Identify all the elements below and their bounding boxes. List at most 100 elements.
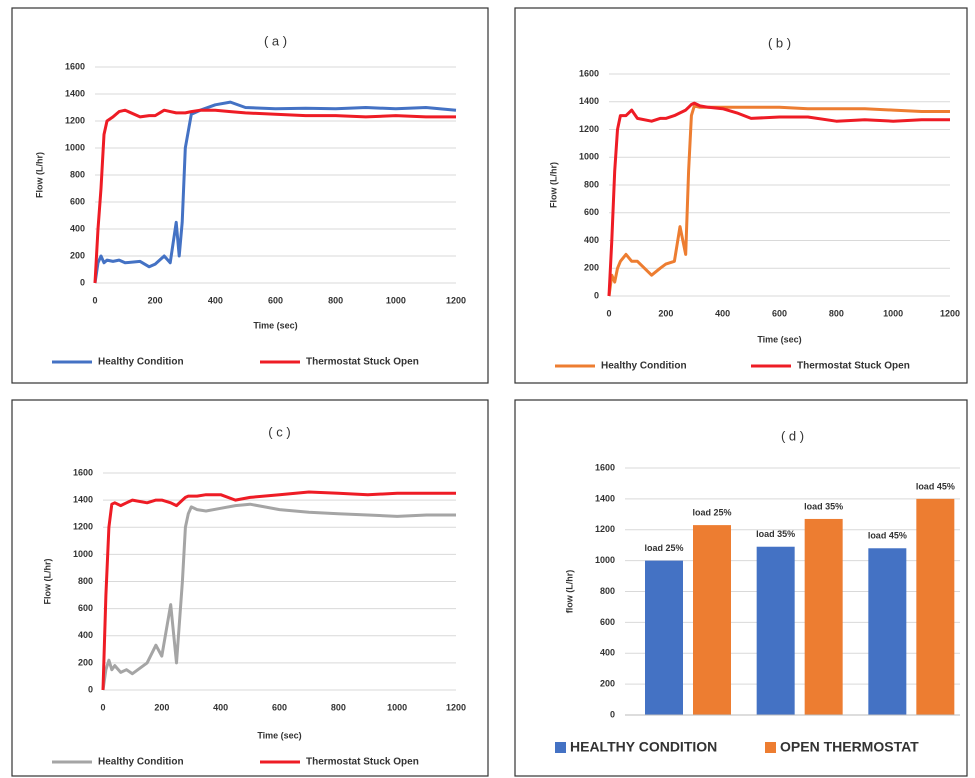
- y-tick-label: 1200: [65, 115, 85, 125]
- bar: [916, 498, 955, 715]
- y-tick-label: 200: [78, 657, 93, 667]
- y-tick-label: 200: [584, 263, 599, 273]
- y-tick-label: 200: [70, 250, 85, 260]
- y-axis-title: Flow (L/hr): [548, 162, 558, 208]
- x-tick-label: 200: [148, 295, 163, 305]
- legend-label: Healthy Condition: [98, 357, 184, 368]
- legend-swatch: [765, 742, 776, 753]
- y-tick-label: 400: [600, 648, 615, 658]
- x-tick-label: 200: [154, 702, 169, 712]
- y-tick-label: 1600: [73, 467, 93, 477]
- bar: [756, 546, 795, 715]
- x-tick-label: 1200: [446, 702, 466, 712]
- y-axis-title: Flow (L/hr): [42, 559, 52, 605]
- x-tick-label: 0: [100, 702, 105, 712]
- y-tick-label: 0: [80, 277, 85, 287]
- series-line: [607, 104, 950, 297]
- legend-label: Healthy Condition: [601, 361, 687, 372]
- x-tick-label: 400: [213, 702, 228, 712]
- panel-border: [514, 7, 968, 384]
- y-tick-label: 400: [78, 630, 93, 640]
- x-tick-label: 600: [272, 702, 287, 712]
- chart-title: ( a ): [264, 33, 287, 48]
- x-tick-label: 1200: [940, 308, 960, 318]
- bar: [868, 548, 907, 715]
- x-tick-label: 1000: [387, 702, 407, 712]
- chart-title: ( d ): [781, 428, 804, 443]
- y-tick-label: 1200: [73, 522, 93, 532]
- y-tick-label: 800: [600, 586, 615, 596]
- y-tick-label: 600: [70, 196, 85, 206]
- y-tick-label: 1200: [595, 524, 615, 534]
- x-tick-label: 400: [208, 295, 223, 305]
- bar: [645, 560, 683, 715]
- panel-border: [11, 7, 489, 384]
- chart-title: ( b ): [768, 35, 791, 50]
- bar-label: load 25%: [644, 543, 683, 553]
- y-tick-label: 1600: [65, 61, 85, 71]
- y-tick-label: 0: [610, 709, 615, 719]
- y-tick-label: 800: [78, 576, 93, 586]
- x-axis-title: Time (sec): [757, 334, 801, 344]
- y-tick-label: 1600: [579, 68, 599, 78]
- x-tick-label: 200: [658, 308, 673, 318]
- legend-label: Thermostat Stuck Open: [306, 757, 419, 768]
- y-tick-label: 1000: [595, 555, 615, 565]
- chart-title: ( c ): [268, 424, 290, 439]
- x-tick-label: 0: [606, 308, 611, 318]
- x-tick-label: 1200: [446, 295, 466, 305]
- panel-border: [514, 399, 968, 777]
- bar-label: load 35%: [756, 529, 795, 539]
- x-tick-label: 0: [92, 295, 97, 305]
- panel-border: [11, 399, 489, 777]
- y-tick-label: 1000: [579, 152, 599, 162]
- y-tick-label: 0: [88, 684, 93, 694]
- legend-swatch: [555, 742, 566, 753]
- y-tick-label: 600: [78, 603, 93, 613]
- series-line: [101, 490, 456, 691]
- x-tick-label: 600: [772, 308, 787, 318]
- y-tick-label: 1200: [579, 124, 599, 134]
- y-tick-label: 600: [584, 207, 599, 217]
- y-tick-label: 0: [594, 290, 599, 300]
- x-tick-label: 600: [268, 295, 283, 305]
- bar-label: load 25%: [692, 507, 731, 517]
- bar-label: load 45%: [916, 481, 955, 491]
- y-tick-label: 1400: [579, 96, 599, 106]
- bar-label: load 35%: [804, 501, 843, 511]
- x-axis-title: Time (sec): [257, 730, 301, 740]
- x-tick-label: 400: [715, 308, 730, 318]
- legend-label: Healthy Condition: [98, 757, 184, 768]
- x-tick-label: 1000: [883, 308, 903, 318]
- legend-label: Thermostat Stuck Open: [797, 361, 910, 372]
- legend-label: OPEN THERMOSTAT: [780, 739, 919, 755]
- y-tick-label: 400: [584, 235, 599, 245]
- legend-label: HEALTHY CONDITION: [570, 739, 717, 755]
- y-tick-label: 1400: [65, 88, 85, 98]
- y-tick-label: 600: [600, 617, 615, 627]
- x-tick-label: 800: [829, 308, 844, 318]
- x-tick-label: 1000: [386, 295, 406, 305]
- series-line: [607, 101, 950, 297]
- y-tick-label: 1400: [73, 495, 93, 505]
- y-axis-title: flow (L/hr): [564, 570, 574, 614]
- series-line: [101, 502, 456, 691]
- x-tick-label: 800: [328, 295, 343, 305]
- y-tick-label: 1400: [595, 493, 615, 503]
- y-tick-label: 1600: [595, 462, 615, 472]
- series-line: [93, 100, 457, 284]
- y-tick-label: 800: [70, 169, 85, 179]
- series-line: [93, 108, 456, 284]
- bar: [804, 518, 843, 715]
- legend-label: Thermostat Stuck Open: [306, 357, 419, 368]
- bar-label: load 45%: [868, 531, 907, 541]
- y-tick-label: 200: [600, 679, 615, 689]
- y-tick-label: 1000: [65, 142, 85, 152]
- y-tick-label: 400: [70, 223, 85, 233]
- x-axis-title: Time (sec): [253, 320, 297, 330]
- y-tick-label: 1000: [73, 549, 93, 559]
- x-tick-label: 800: [331, 702, 346, 712]
- bar: [693, 525, 731, 715]
- y-tick-label: 800: [584, 179, 599, 189]
- y-axis-title: Flow (L/hr): [34, 152, 44, 198]
